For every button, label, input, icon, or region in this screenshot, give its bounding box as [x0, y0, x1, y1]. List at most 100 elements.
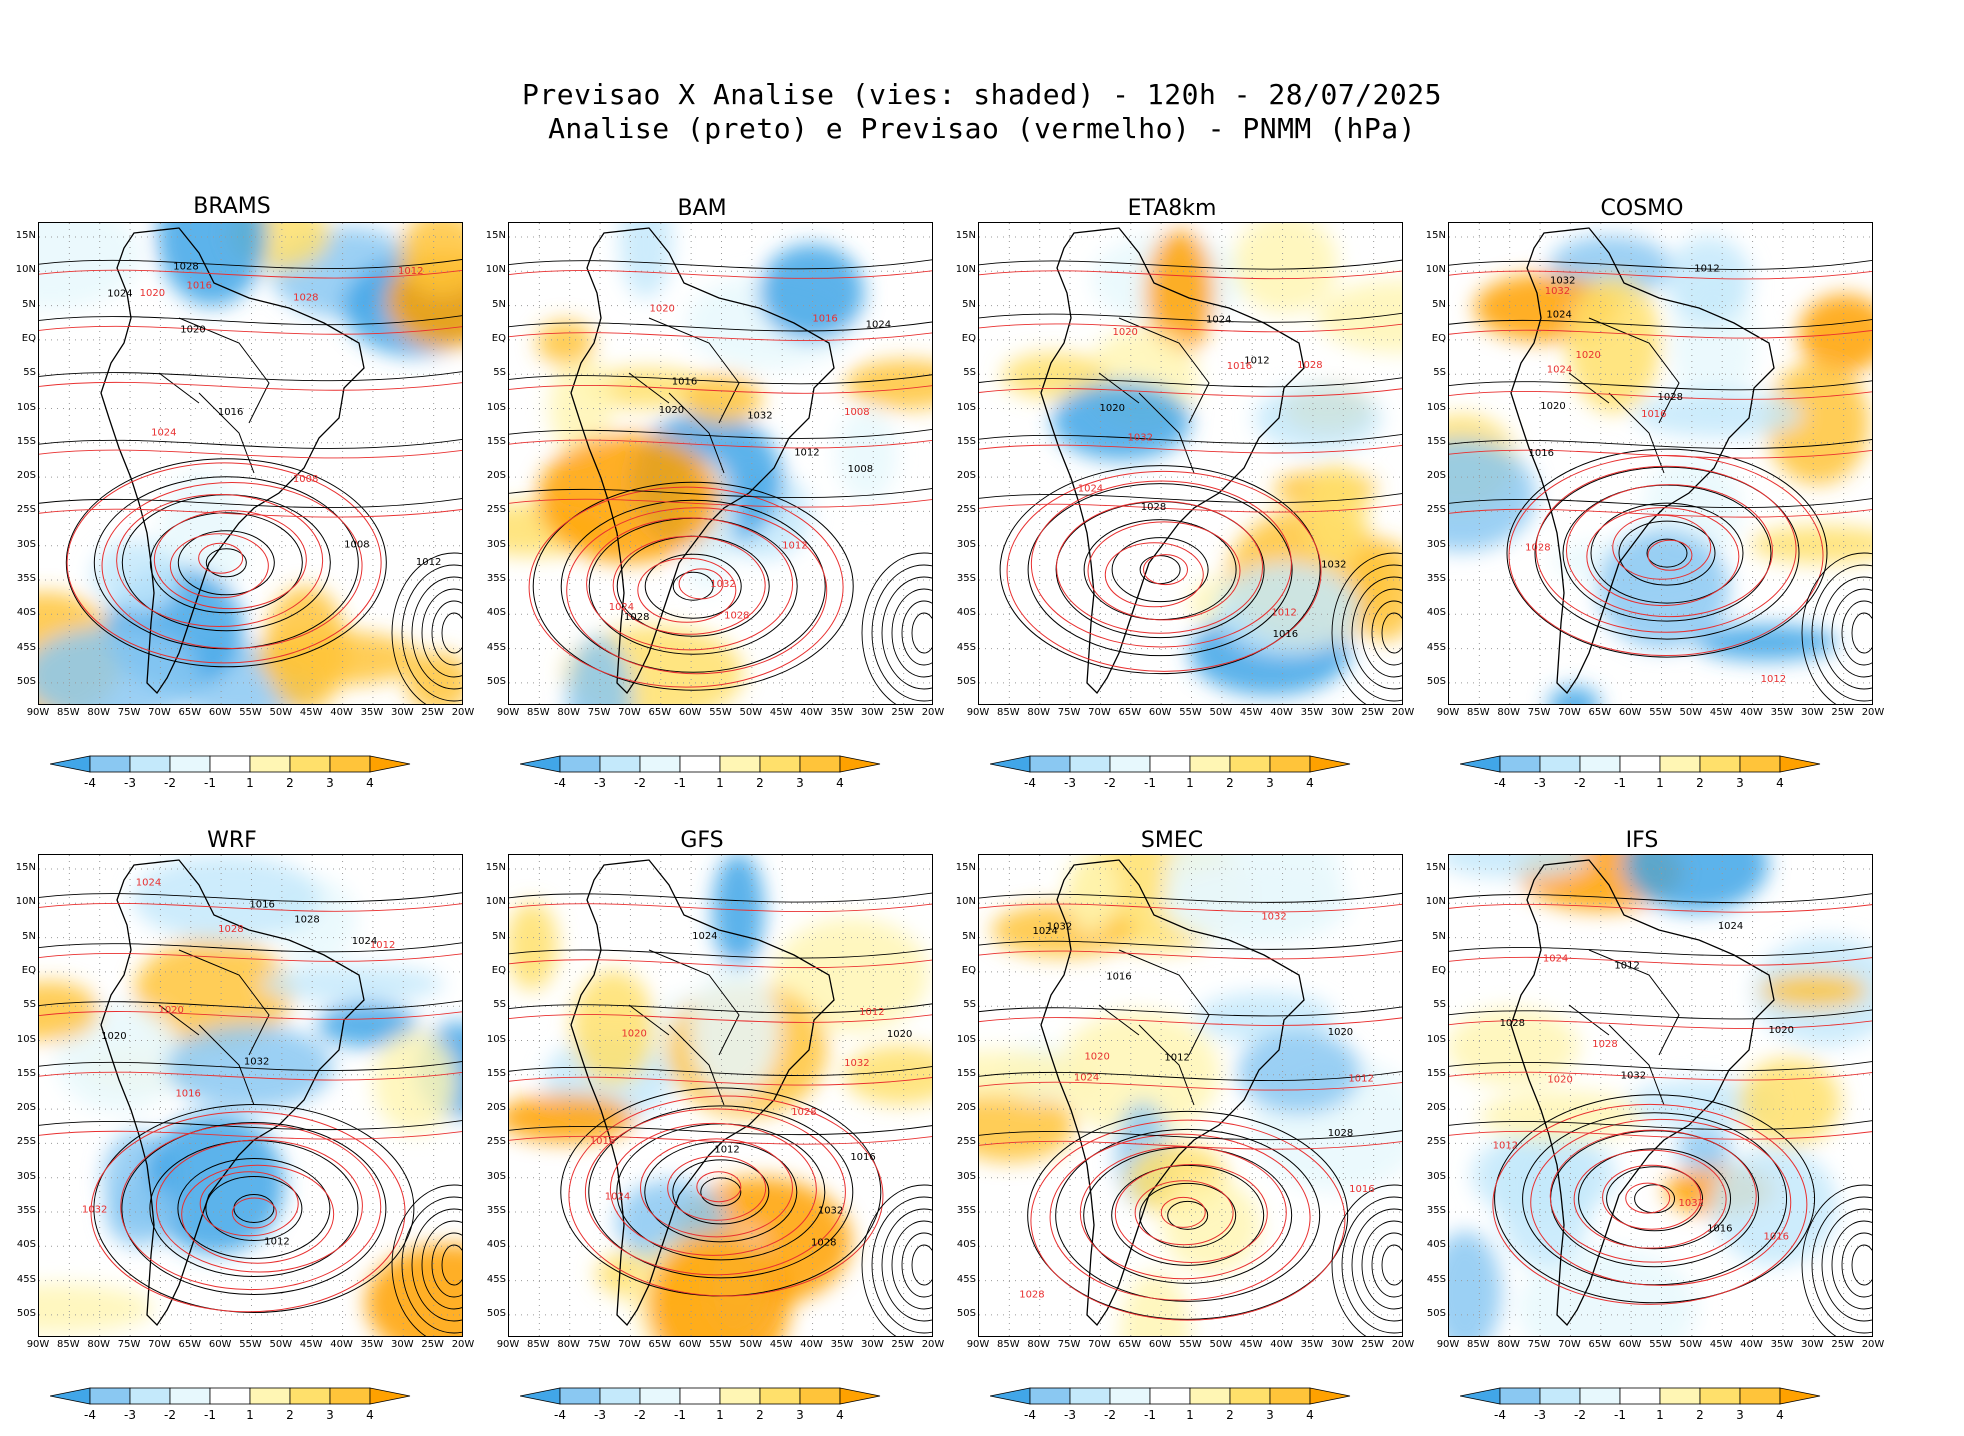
- lat-tick-label: 5N: [492, 930, 506, 942]
- lat-tick-label: 25S: [956, 504, 976, 516]
- panel-title: GFS: [680, 828, 724, 853]
- isobar-label: 1024: [1543, 954, 1568, 965]
- lat-tick-label: 35S: [1426, 573, 1446, 584]
- lon-tick-label: 55W: [709, 707, 732, 718]
- colorbar-label: 2: [1696, 1408, 1704, 1422]
- isobar-label: 1020: [1769, 1025, 1794, 1036]
- lon-tick-label: 70W: [148, 1339, 171, 1350]
- bias-area: [1695, 624, 1838, 662]
- bias-area: [1665, 236, 1752, 325]
- lon-tick-label: 20W: [1861, 707, 1885, 718]
- lon-tick-label: 85W: [527, 1339, 550, 1350]
- lat-tick-label: 5N: [492, 298, 506, 310]
- colorbar-label: 2: [756, 1408, 764, 1422]
- isobar-labels: 1012 1012 1016 1016 1020 1020 1024 1024 1028 1028…: [82, 877, 395, 1247]
- isobar-label: 1016: [175, 1088, 200, 1099]
- coastline: [1040, 859, 1305, 1327]
- lat-tick-label: 15N: [955, 230, 976, 241]
- lon-tick-label: 65W: [648, 1339, 672, 1350]
- lat-tick-label: 30S: [16, 538, 36, 550]
- lat-tick-label: 35S: [1426, 1205, 1446, 1216]
- lon-tick-label: 50W: [739, 707, 763, 718]
- lon-tick-label: 80W: [1027, 1339, 1051, 1350]
- lat-tick-label: 45S: [956, 641, 976, 653]
- colorbar-label: -4: [1024, 1408, 1036, 1422]
- lat-tick-label: 50S: [16, 675, 36, 687]
- isobar-label: 1024: [1547, 364, 1572, 375]
- bias-map: 1012 1012 1016 1016 1020 1020 1024 1024 1028 1028…: [1448, 222, 1873, 705]
- lon-tick-label: 45W: [1239, 1339, 1263, 1350]
- isobar-label: 1028: [624, 612, 649, 623]
- bias-area: [537, 433, 721, 564]
- lat-tick-label: 15S: [1426, 1067, 1446, 1079]
- coastline: [1510, 859, 1775, 1327]
- bias-area: [260, 965, 445, 1003]
- lat-tick-label: 10N: [955, 896, 976, 908]
- bias-area: [105, 1181, 174, 1247]
- colorbar-label: 4: [1306, 1408, 1314, 1422]
- bias-area: [365, 1243, 462, 1336]
- colorbar-label: 2: [286, 776, 294, 790]
- lon-tick-label: 60W: [208, 1339, 232, 1350]
- isobar-label: 1016: [1641, 409, 1666, 420]
- graticule: [1449, 223, 1872, 704]
- lat-tick-label: 35S: [16, 1205, 36, 1216]
- coastline: [100, 859, 365, 1327]
- map-canvas: 1012101210161016102010201024102410281028…: [509, 855, 932, 1336]
- bias-area: [1449, 1008, 1580, 1087]
- bias-area: [682, 373, 763, 425]
- lon-tick-label: 90W: [496, 1339, 520, 1350]
- lat-tick-label: EQ: [1431, 332, 1446, 344]
- map-canvas: 1012101210161016102010201024102410281028…: [979, 855, 1402, 1336]
- panel-title: BAM: [677, 196, 727, 221]
- lat-tick-label: 45S: [16, 1273, 36, 1285]
- graticule: [979, 855, 1402, 1336]
- lat-tick-label: 30S: [956, 1170, 976, 1182]
- lat-tick-label: 10S: [486, 1033, 506, 1045]
- lat-tick-label: EQ: [21, 964, 36, 976]
- lon-tick-label: 75W: [117, 1339, 141, 1350]
- colorbar: [50, 755, 411, 773]
- colorbar-label: 2: [286, 1408, 294, 1422]
- bias-map: 1012 1012 1016 1016 1020 1020 1024 1024 1028 1028…: [508, 222, 933, 705]
- isobar-label: 1016: [812, 313, 837, 324]
- bias-map: 1012 1012 1016 1016 1020 1020 1024 1024 1028 1028…: [1448, 854, 1873, 1337]
- bias-area: [1749, 525, 1872, 564]
- lat-tick-label: 30S: [1426, 538, 1446, 550]
- lon-tick-label: 55W: [1649, 707, 1672, 718]
- lat-tick-label: 15S: [486, 1067, 506, 1079]
- lat-tick-label: 25S: [486, 1136, 506, 1148]
- lat-tick-label: 15N: [485, 230, 506, 241]
- lat-tick-label: 50S: [956, 675, 976, 687]
- isobar-label: 1020: [887, 1029, 912, 1040]
- isobar-label: 1012: [1244, 356, 1269, 367]
- lon-tick-label: 50W: [269, 1339, 293, 1350]
- colorbar-label: 4: [1306, 776, 1314, 790]
- panel-title: SMEC: [1140, 828, 1204, 853]
- isobar-label: 1028: [1141, 502, 1166, 513]
- bias-area: [1798, 294, 1872, 373]
- lon-tick-label: 65W: [648, 707, 672, 718]
- lon-tick-label: 40W: [1270, 1339, 1293, 1350]
- colorbar-label: 1: [1186, 1408, 1194, 1422]
- bias-map: 1008 1008 1012 1012 1016 1016 1020 1020 1024 1024…: [38, 222, 463, 705]
- isobar-label: 1024: [866, 320, 891, 331]
- isobars: [979, 892, 1402, 1336]
- lat-tick-label: 35S: [486, 1205, 506, 1216]
- map-panel-wrf: WRF 15N 10N 5N EQ 5S 10S 15S 20S 25S 30S 35S 40S 45S 5…: [0, 812, 475, 1432]
- colorbar-label: 4: [1776, 1408, 1784, 1422]
- colorbar: [1460, 1387, 1821, 1405]
- lat-tick-label: 40S: [956, 1239, 976, 1251]
- map-panel-smec: SMEC 15N 10N 5N EQ 5S 10S 15S 20S 25S 30S 35S 40S 45S…: [940, 812, 1415, 1432]
- isobar-label: 1032: [747, 411, 772, 422]
- lat-tick-label: EQ: [961, 964, 976, 976]
- lat-tick-label: 20S: [1426, 470, 1446, 482]
- lon-tick-label: 50W: [1679, 707, 1703, 718]
- isobar-label: 1032: [818, 1206, 843, 1217]
- lon-tick-label: 50W: [1679, 1339, 1703, 1350]
- bias-area: [773, 917, 930, 1033]
- lat-tick-label: 15S: [956, 435, 976, 447]
- colorbar-label: 3: [1736, 776, 1744, 790]
- country-borders: [1098, 317, 1210, 474]
